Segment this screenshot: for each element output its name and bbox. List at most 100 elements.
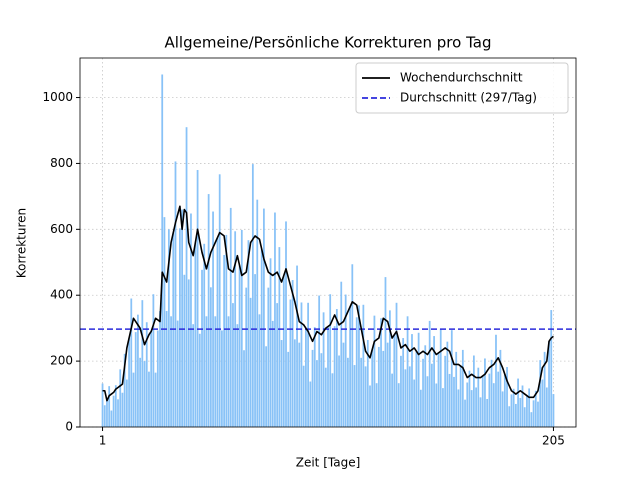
bar <box>316 360 318 427</box>
bar <box>353 365 356 427</box>
bar <box>358 305 360 427</box>
bar <box>362 304 365 427</box>
plot-frame <box>79 57 577 428</box>
bar <box>212 211 214 427</box>
bar <box>442 388 444 427</box>
bar <box>187 279 190 427</box>
bar <box>139 357 142 427</box>
bar <box>267 287 270 427</box>
bar <box>408 366 411 427</box>
bar <box>377 346 380 427</box>
bar <box>156 330 159 427</box>
bar <box>260 249 263 427</box>
bar <box>243 350 245 427</box>
bar <box>245 287 248 427</box>
bar <box>218 174 221 427</box>
bar <box>444 355 447 427</box>
bar <box>174 161 177 427</box>
line-series <box>102 205 554 402</box>
bar <box>532 400 535 427</box>
bar <box>183 274 186 427</box>
bar <box>510 394 513 427</box>
bar <box>209 287 212 427</box>
bar <box>552 394 555 427</box>
bar <box>360 357 363 427</box>
bar <box>130 298 133 427</box>
bar <box>278 247 281 427</box>
bar <box>340 281 343 427</box>
bar <box>181 209 184 427</box>
bar <box>355 317 358 427</box>
bar <box>322 312 325 427</box>
bar <box>521 385 524 427</box>
bar <box>145 322 148 427</box>
bar <box>472 355 475 427</box>
y-tick-label: 400 <box>50 288 73 302</box>
bar <box>411 334 413 427</box>
bar <box>486 398 489 427</box>
bar <box>481 375 484 427</box>
bar <box>331 373 334 427</box>
bar <box>519 398 522 427</box>
bar <box>194 242 197 427</box>
bar <box>435 383 438 427</box>
bar <box>468 370 471 427</box>
y-tick-label: 600 <box>50 222 73 236</box>
bar <box>198 333 201 427</box>
bar <box>490 359 493 427</box>
bar <box>364 366 367 427</box>
bar <box>537 401 539 427</box>
bar <box>269 258 272 427</box>
bar <box>484 358 486 427</box>
bar <box>276 303 279 427</box>
legend-box <box>355 62 569 114</box>
bar <box>291 280 294 427</box>
bar <box>457 389 460 427</box>
bar <box>214 316 217 427</box>
bar <box>333 326 336 427</box>
x-tick-label: 205 <box>542 434 565 448</box>
bar <box>148 371 150 427</box>
bar <box>342 342 345 427</box>
bar <box>247 240 250 427</box>
bar <box>389 310 391 427</box>
bar <box>382 350 385 427</box>
bar <box>196 170 199 427</box>
bar <box>240 229 243 427</box>
bar <box>236 324 239 427</box>
bar <box>479 397 482 427</box>
bar <box>203 243 206 427</box>
bar <box>526 395 528 427</box>
bar <box>373 315 376 427</box>
bar <box>137 314 139 427</box>
bar <box>335 309 338 427</box>
bar <box>455 351 458 427</box>
bar <box>280 340 283 427</box>
legend-label: Wochendurchschnitt <box>400 71 523 85</box>
bar <box>464 399 466 427</box>
y-tick-label: 800 <box>50 156 73 170</box>
bar <box>302 365 305 427</box>
bar <box>119 369 122 427</box>
bar <box>459 366 462 427</box>
y-tick-label: 0 <box>65 420 73 434</box>
y-tick-label: 1000 <box>42 90 73 104</box>
bar <box>450 330 453 427</box>
x-tick-label: 1 <box>99 434 107 448</box>
bar <box>125 379 128 427</box>
bar <box>406 316 409 427</box>
bar <box>548 341 550 427</box>
bar <box>453 376 455 427</box>
bar <box>470 390 473 427</box>
bar <box>265 346 267 427</box>
bar <box>205 316 208 427</box>
bar <box>167 229 170 427</box>
bar <box>475 387 477 427</box>
bar <box>225 234 228 427</box>
bar <box>282 275 285 427</box>
bar <box>402 338 405 427</box>
bar <box>227 316 230 427</box>
bar <box>300 302 303 427</box>
bar <box>152 294 155 427</box>
bar <box>285 221 287 427</box>
